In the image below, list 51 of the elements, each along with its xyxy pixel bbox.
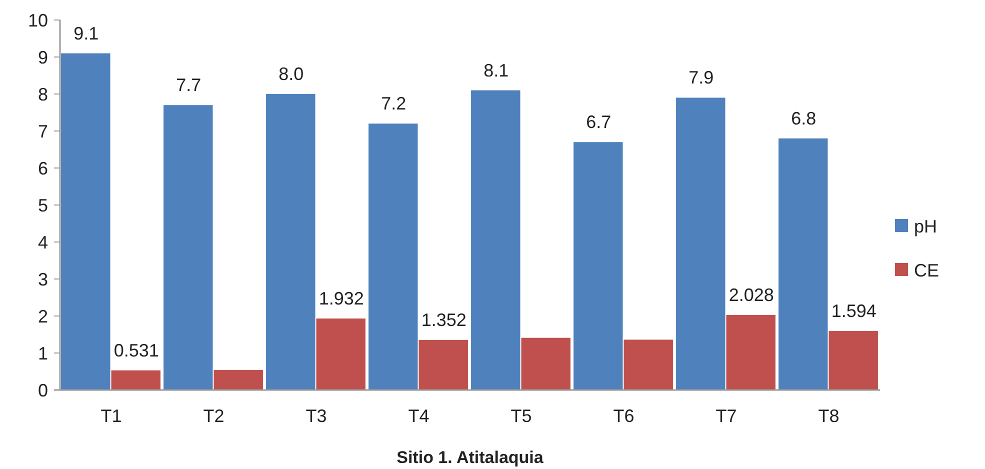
y-tick-label: 1 [38, 343, 48, 364]
bar [521, 338, 570, 390]
x-axis-title: Sitio 1. Atitalaquia [396, 448, 544, 467]
x-tick-label: T7 [716, 406, 737, 426]
bar [574, 142, 623, 390]
bar [111, 370, 160, 390]
bar [471, 90, 520, 390]
data-label: 2.028 [728, 284, 774, 305]
x-tick-label: T5 [510, 406, 532, 426]
bar [61, 53, 110, 390]
x-tick-label: T3 [306, 406, 327, 426]
data-label: 7.7 [176, 75, 202, 96]
data-label: 1.352 [421, 310, 466, 330]
bar [316, 318, 366, 390]
data-label: 1.594 [831, 301, 876, 322]
y-tick-label: 10 [28, 10, 48, 30]
data-label: 6.8 [791, 108, 816, 128]
x-tick-label: T1 [100, 406, 122, 426]
y-tick-label: 3 [38, 269, 48, 290]
data-label: 7.9 [688, 68, 714, 88]
bar [214, 370, 263, 390]
data-label: 8.1 [484, 60, 509, 80]
bar [676, 98, 726, 390]
bar [418, 340, 468, 390]
y-tick-label: 0 [38, 380, 48, 400]
data-label: 1.932 [318, 288, 364, 309]
data-label: 8.0 [278, 64, 304, 84]
data-label: 0.531 [114, 340, 159, 360]
data-label: 7.2 [381, 94, 406, 114]
y-tick-label: 2 [38, 306, 48, 326]
y-tick-label: 6 [38, 158, 48, 178]
x-tick-label: T8 [818, 406, 840, 426]
bar [368, 124, 418, 390]
x-tick-label: T2 [203, 406, 224, 426]
legend-label: CE [914, 260, 940, 280]
y-tick-label: 7 [38, 121, 48, 142]
x-tick-label: T6 [613, 406, 634, 426]
y-tick-label: 8 [38, 84, 48, 104]
data-label: 6.7 [586, 112, 612, 132]
y-tick-label: 9 [38, 47, 48, 68]
bar [266, 94, 316, 390]
x-tick-label: T4 [408, 406, 430, 426]
y-tick-label: 4 [38, 232, 48, 252]
bar [828, 331, 878, 390]
legend-label: pH [914, 216, 938, 236]
bar [778, 138, 828, 390]
bar [624, 340, 673, 390]
bar [164, 105, 213, 390]
data-label: 9.1 [74, 23, 99, 44]
bar [726, 314, 776, 390]
y-tick-label: 5 [38, 195, 48, 216]
